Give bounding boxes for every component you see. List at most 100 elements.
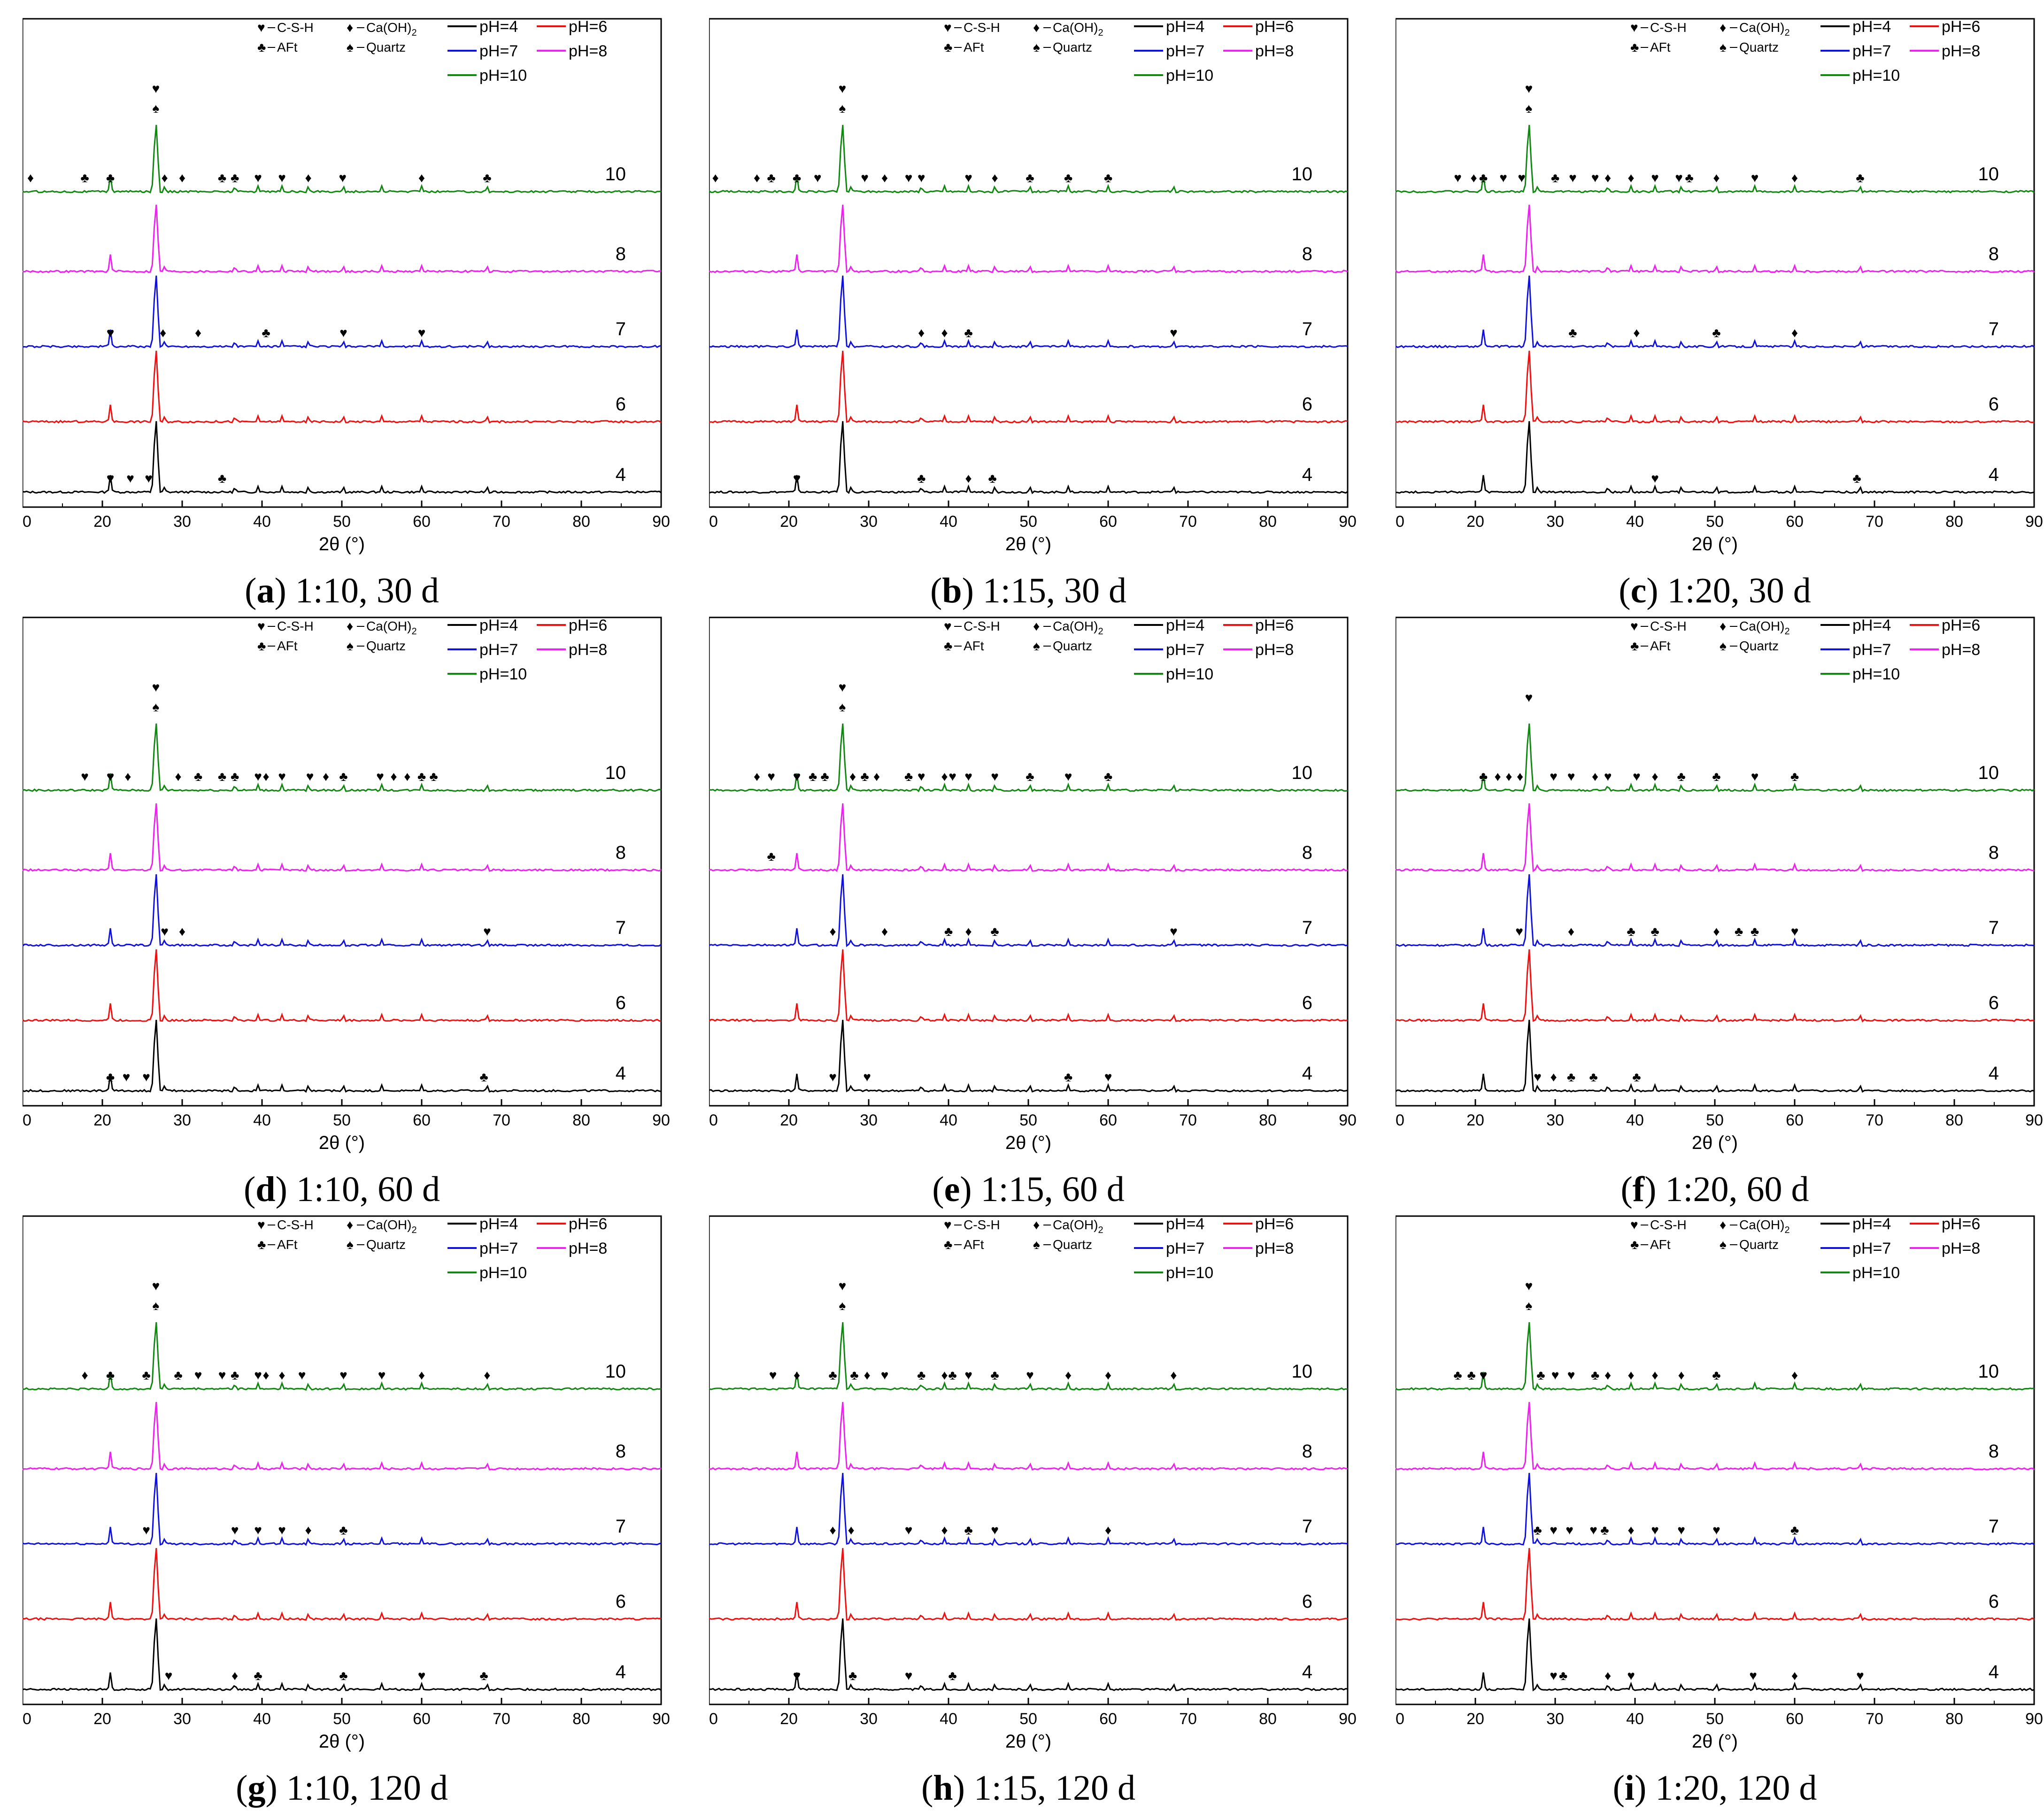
phase-marker-caoh2: ♦ (390, 769, 397, 784)
series-line-pH10 (1396, 723, 2035, 793)
legend-symbol-quartz: ♠ (1720, 639, 1727, 653)
phase-marker-caoh2: ♦ (881, 924, 888, 939)
phase-marker-csh: ♥ (1675, 170, 1683, 185)
phase-marker-aft: ♣ (231, 170, 239, 185)
phase-marker-aft: ♣ (948, 1368, 956, 1382)
legend-text-csh: C-S-H (1650, 1218, 1687, 1232)
series-line-pH10 (1396, 1322, 2035, 1391)
legend-text-aft: AFt (277, 639, 298, 653)
legend-symbol-aft: ♣ (257, 40, 266, 54)
series-line-pH10 (1396, 124, 2035, 194)
legend-label-pH8: pH=8 (569, 1240, 607, 1257)
panel-caption: (d) 1:10, 60 d (1, 1169, 682, 1210)
legend-label-pH8: pH=8 (1255, 641, 1294, 659)
phase-marker-aft: ♣ (262, 325, 270, 340)
legend-label-pH7: pH=7 (1852, 1240, 1891, 1257)
legend-text-quartz: Quartz (366, 1237, 406, 1252)
phase-marker-caoh2: ♦ (1791, 1368, 1798, 1382)
series-label: 10 (605, 763, 626, 783)
series-line-pH6 (709, 949, 1348, 1023)
phase-legend: ♥ C-S-H ♦ Ca(OH)2 ♣ AFt ♠ Quartz (257, 20, 417, 54)
phase-marker-csh: ♥ (863, 1070, 871, 1084)
phase-marker-csh: ♥ (991, 769, 999, 784)
series-line-pH4 (709, 421, 1348, 494)
legend-text-aft: AFt (277, 40, 298, 54)
legend-symbol-aft: ♣ (1630, 1237, 1639, 1252)
x-tick-label: 40 (1626, 1710, 1644, 1728)
legend-symbol-csh: ♥ (1630, 20, 1638, 35)
series-line-pH7 (709, 1472, 1348, 1546)
x-tick-label: 10 (709, 1710, 718, 1728)
legend-label-pH4: pH=4 (1166, 617, 1204, 634)
series-label: 10 (1978, 1361, 1999, 1382)
phase-marker-csh: ♥ (964, 170, 972, 185)
phase-marker-caoh2: ♦ (179, 170, 185, 185)
caption-letter: g (247, 1768, 266, 1808)
caption-letter: h (933, 1768, 953, 1808)
ph-legend: pH=4 pH=6 pH=7 pH=8 pH=10 (1134, 18, 1294, 85)
legend-label-pH7: pH=7 (1166, 1240, 1204, 1257)
legend-symbol-quartz: ♠ (1033, 1237, 1040, 1252)
series-label: 4 (1302, 1063, 1312, 1084)
legend-text-csh: C-S-H (277, 1218, 314, 1232)
x-tick-label: 30 (860, 513, 878, 531)
phase-marker-caoh2: ♦ (1633, 325, 1640, 340)
phase-marker-csh: ♥ (793, 1668, 801, 1683)
phase-marker-caoh2: ♦ (941, 325, 948, 340)
legend-text-csh: C-S-H (964, 20, 1000, 35)
phase-marker-caoh2: ♦ (179, 924, 185, 939)
phase-marker-aft: ♣ (1551, 170, 1559, 185)
x-tick-label: 70 (1179, 1111, 1197, 1129)
x-tick-label: 10 (23, 1710, 31, 1728)
phase-marker-aft: ♣ (964, 1523, 972, 1537)
phase-marker-aft: ♣ (964, 325, 972, 340)
phase-marker-csh: ♥ (905, 1668, 913, 1683)
legend-subscript: 2 (1098, 28, 1103, 38)
legend-symbol-quartz: ♠ (1033, 40, 1040, 54)
plot-frame (23, 18, 662, 508)
series-line-pH4 (23, 1019, 662, 1093)
phase-marker-quartz: ♠ (839, 101, 846, 116)
phase-marker-csh: ♥ (839, 680, 847, 694)
legend-symbol-caoh2: ♦ (1720, 20, 1726, 35)
legend-symbol-csh: ♥ (1630, 619, 1638, 633)
phase-marker-aft: ♣ (1685, 170, 1693, 185)
x-tick-label: 20 (780, 513, 798, 531)
phase-marker-caoh2: ♦ (195, 325, 201, 340)
phase-marker-caoh2: ♦ (305, 1523, 311, 1537)
phase-marker-csh: ♥ (1525, 1279, 1533, 1293)
x-tick-label: 90 (652, 1710, 670, 1728)
phase-marker-csh: ♥ (1591, 170, 1599, 185)
phase-marker-caoh2: ♦ (323, 769, 329, 784)
phase-marker-csh: ♥ (152, 680, 160, 694)
phase-legend: ♥ C-S-H ♦ Ca(OH)2 ♣ AFt ♠ Quartz (257, 1218, 417, 1252)
x-tick-label: 80 (572, 1111, 590, 1129)
legend-symbol-caoh2: ♦ (1033, 1218, 1040, 1232)
phase-marker-caoh2: ♦ (124, 769, 131, 784)
x-tick-label: 50 (1019, 1710, 1037, 1728)
phase-legend: ♥ C-S-H ♦ Ca(OH)2 ♣ AFt ♠ Quartz (257, 619, 417, 653)
phase-marker-aft: ♣ (1533, 1523, 1542, 1537)
phase-marker-aft: ♣ (1712, 325, 1720, 340)
legend-label-pH8: pH=8 (569, 42, 607, 60)
legend-label-pH10: pH=10 (1852, 67, 1900, 85)
legend-text-aft: AFt (1650, 639, 1671, 653)
series-line-pH7 (23, 874, 662, 948)
series-line-pH8 (23, 1402, 662, 1471)
series-line-pH8 (709, 1402, 1348, 1471)
phase-marker-caoh2: ♦ (81, 1368, 88, 1382)
x-tick-label: 30 (173, 513, 191, 531)
phase-marker-aft: ♣ (483, 170, 491, 185)
phase-marker-aft: ♣ (1567, 1070, 1575, 1084)
phase-marker-csh: ♥ (378, 1368, 386, 1382)
phase-marker-aft: ♣ (828, 1368, 837, 1382)
legend-subscript: 2 (1784, 626, 1789, 637)
phase-marker-csh: ♥ (1499, 170, 1507, 185)
phase-marker-caoh2: ♦ (1627, 1368, 1634, 1382)
phase-marker-csh: ♥ (1712, 1523, 1720, 1537)
phase-marker-csh: ♥ (254, 769, 262, 784)
x-tick-label: 20 (1466, 1710, 1484, 1728)
caption-letter: d (255, 1170, 276, 1209)
x-tick-label: 70 (493, 513, 510, 531)
phase-marker-aft: ♣ (1627, 924, 1635, 939)
